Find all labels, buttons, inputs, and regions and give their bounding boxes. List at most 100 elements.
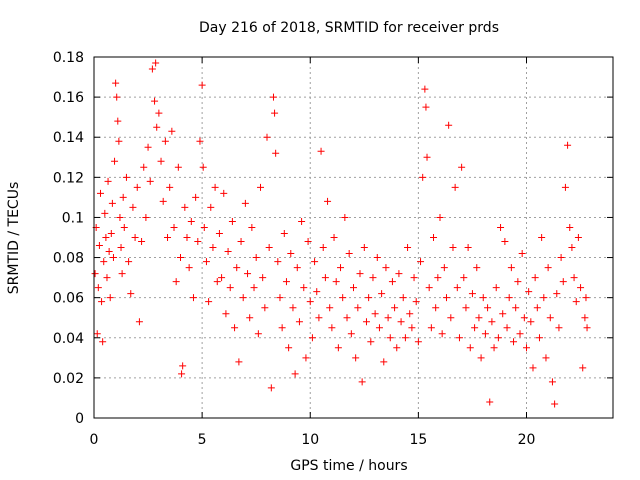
data-point	[328, 324, 336, 332]
data-point	[155, 109, 163, 117]
data-point	[341, 213, 349, 221]
data-point	[460, 274, 468, 282]
data-point	[202, 258, 210, 266]
data-point	[583, 324, 591, 332]
data-point	[129, 203, 137, 211]
data-point	[490, 344, 498, 352]
data-point	[339, 294, 347, 302]
chart-title: Day 216 of 2018, SRMTID for receiver prd…	[199, 20, 499, 36]
data-point	[514, 278, 522, 286]
data-point	[151, 97, 159, 105]
data-point	[503, 324, 511, 332]
data-point	[287, 250, 295, 258]
data-point	[100, 258, 108, 266]
data-point	[356, 270, 364, 278]
data-point	[574, 234, 582, 241]
data-point	[458, 163, 466, 171]
data-point	[207, 203, 215, 211]
data-point	[282, 278, 290, 286]
y-tick-label: 0.1	[62, 210, 84, 226]
data-point	[358, 378, 366, 386]
data-point	[375, 324, 383, 332]
data-point	[116, 213, 124, 221]
data-point	[510, 338, 518, 346]
grid	[94, 57, 613, 418]
data-point	[397, 318, 405, 326]
data-point	[233, 264, 241, 272]
data-point	[436, 213, 444, 221]
data-point	[497, 223, 505, 231]
data-point	[373, 254, 381, 262]
data-point	[553, 290, 561, 298]
data-point	[548, 378, 556, 386]
data-point	[235, 358, 243, 366]
y-tick-label: 0.06	[53, 291, 84, 307]
y-tick-label: 0.12	[53, 170, 84, 186]
data-point	[244, 270, 252, 278]
data-point	[179, 362, 187, 370]
data-point	[295, 318, 303, 326]
data-point	[430, 234, 438, 241]
data-point	[572, 298, 580, 306]
data-point	[494, 334, 502, 342]
data-point	[101, 209, 109, 217]
plot-border	[93, 56, 614, 419]
data-point	[192, 193, 200, 201]
data-point	[218, 274, 226, 282]
data-point	[293, 264, 301, 272]
data-point	[481, 330, 489, 338]
data-point	[94, 284, 102, 292]
data-point	[386, 334, 394, 342]
y-tick-label: 0	[75, 411, 84, 427]
data-point	[265, 244, 273, 252]
data-point	[334, 344, 342, 352]
data-point	[181, 203, 189, 211]
data-point	[102, 234, 110, 241]
data-point	[414, 338, 422, 346]
data-point	[189, 294, 197, 302]
data-point	[226, 284, 234, 292]
data-point	[577, 284, 585, 292]
data-point	[427, 324, 435, 332]
data-point	[119, 193, 127, 201]
data-point	[263, 133, 271, 141]
data-point	[106, 294, 114, 302]
data-point	[492, 284, 500, 292]
plot-frame	[93, 56, 614, 419]
data-point	[546, 314, 554, 322]
data-point	[220, 189, 228, 197]
data-point	[211, 183, 219, 191]
data-point	[300, 284, 308, 292]
x-tick-label: 0	[90, 432, 99, 448]
data-point	[199, 163, 207, 171]
data-point	[108, 199, 116, 207]
data-point	[453, 284, 461, 292]
data-point	[440, 264, 448, 272]
data-point	[237, 238, 245, 246]
data-point	[285, 344, 293, 352]
data-point	[274, 258, 282, 266]
data-point	[362, 318, 370, 326]
data-point	[367, 338, 375, 346]
data-point	[451, 183, 459, 191]
data-point	[259, 274, 267, 282]
data-point	[422, 103, 430, 111]
data-point	[209, 244, 217, 252]
data-point	[254, 330, 262, 338]
data-point	[438, 330, 446, 338]
data-point	[168, 127, 176, 135]
data-point	[200, 223, 208, 231]
data-point	[582, 294, 590, 302]
data-point	[380, 358, 388, 366]
data-point	[404, 244, 412, 252]
data-point	[317, 147, 325, 155]
data-point	[198, 81, 206, 89]
data-point	[352, 354, 360, 362]
data-point	[250, 284, 258, 292]
data-point	[142, 213, 150, 221]
data-point	[131, 234, 139, 241]
data-point	[111, 157, 119, 165]
data-point	[146, 177, 154, 185]
data-point	[412, 298, 420, 306]
data-point	[423, 153, 431, 161]
